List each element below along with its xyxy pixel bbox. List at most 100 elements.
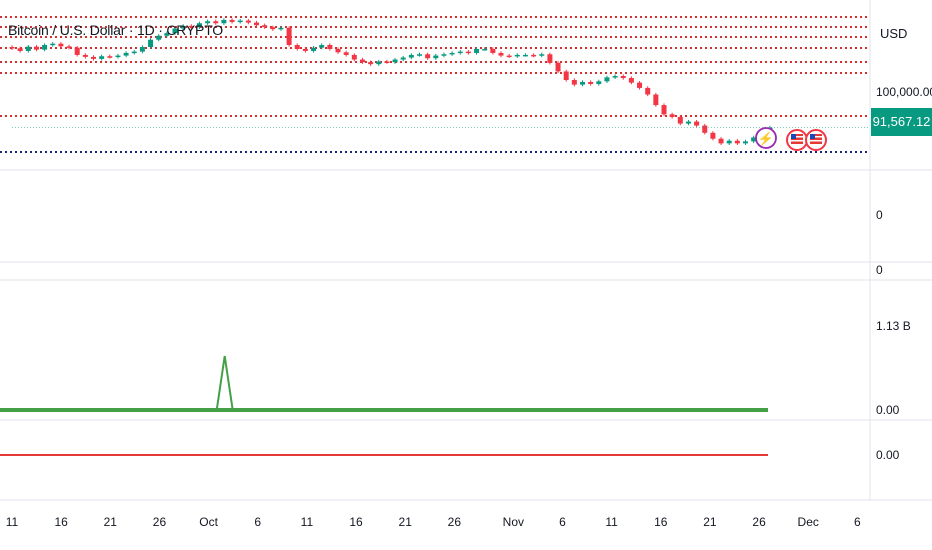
time-axis[interactable]: 11 16 21 26 Oct 6 11 16 21 26 Nov 6 11 16 21 26 Dec 6	[6, 515, 861, 529]
candle	[482, 48, 488, 51]
chart-title: Bitcoin / U.S. Dollar · 1D · CRYPTO	[8, 22, 223, 38]
candle	[156, 35, 162, 40]
time-tick-label: 26	[448, 515, 462, 529]
candle	[74, 47, 80, 55]
candle	[123, 52, 129, 56]
candle	[245, 20, 251, 23]
candle	[645, 87, 651, 95]
candle	[628, 78, 634, 83]
candle	[539, 54, 545, 56]
time-tick-label: 26	[752, 515, 766, 529]
candle	[620, 76, 626, 79]
candle	[196, 23, 202, 28]
candle	[465, 51, 471, 54]
time-tick-label: Oct	[199, 515, 218, 529]
candle	[596, 81, 602, 84]
candle	[311, 47, 317, 51]
candle	[17, 48, 23, 51]
time-tick-label: 26	[153, 515, 167, 529]
candle	[213, 21, 219, 24]
candle	[351, 54, 357, 60]
us-flag-event-icon	[791, 136, 803, 138]
candle	[164, 33, 170, 36]
candle	[278, 27, 284, 30]
candle	[571, 80, 577, 85]
candle	[205, 21, 211, 24]
candle	[131, 51, 137, 54]
candle	[710, 132, 716, 139]
us-flag-event-icon	[791, 140, 803, 142]
currency-label[interactable]: USD	[880, 26, 908, 41]
candle	[107, 56, 113, 58]
volume-indicator-line	[0, 355, 768, 411]
candle	[702, 125, 708, 133]
price-axis[interactable]: 100,000.00 0 0 1.13 B 0.00 0.00	[876, 85, 932, 462]
candle	[743, 141, 748, 144]
candle	[25, 46, 31, 51]
candle	[343, 52, 349, 55]
us-flag-event-icon	[810, 136, 822, 138]
candle	[82, 54, 88, 57]
time-tick-label: 11	[605, 515, 618, 529]
candle	[547, 54, 553, 63]
candle	[99, 56, 105, 59]
candle	[612, 76, 618, 78]
candle	[58, 43, 64, 47]
candle	[474, 48, 480, 53]
candle	[498, 52, 504, 56]
candle	[718, 138, 724, 144]
candle	[302, 48, 308, 51]
candle	[9, 47, 15, 49]
candle	[449, 52, 455, 55]
candle	[319, 45, 325, 48]
time-tick-label: Dec	[798, 515, 819, 529]
candle	[66, 46, 72, 48]
candle	[522, 54, 528, 57]
candle	[294, 45, 300, 49]
candle	[91, 56, 96, 59]
candle	[563, 71, 569, 80]
us-flag-event-icon	[810, 134, 822, 144]
us-flag-event-icon	[791, 134, 796, 139]
candle	[669, 114, 675, 117]
candle	[694, 121, 700, 126]
candle	[580, 81, 585, 85]
candle	[172, 28, 178, 34]
candle	[262, 25, 268, 28]
time-tick-label: 16	[54, 515, 68, 529]
candle	[734, 140, 740, 144]
candle	[677, 116, 683, 124]
candle	[42, 45, 48, 50]
candle	[221, 19, 227, 24]
candle	[384, 61, 390, 64]
candle	[555, 62, 561, 72]
candle	[180, 25, 186, 29]
candle	[425, 54, 431, 59]
candle	[188, 25, 194, 28]
candle	[237, 20, 243, 23]
scale-label: 1.13 B	[876, 319, 911, 333]
candle	[392, 59, 398, 63]
candle	[359, 59, 365, 63]
candle	[327, 45, 333, 49]
us-flag-event-icon	[810, 140, 822, 142]
candle	[604, 77, 610, 82]
candle	[457, 51, 463, 54]
candle	[148, 39, 154, 47]
candle	[661, 105, 667, 115]
indicator-panes	[0, 355, 768, 456]
time-tick-label: 21	[104, 515, 118, 529]
time-tick-label: 6	[254, 515, 261, 529]
scale-label: 0.00	[876, 403, 900, 417]
lightning-event-icon: ⚡	[758, 131, 774, 147]
candle	[417, 54, 422, 56]
time-tick-label: 16	[654, 515, 668, 529]
candle	[270, 27, 276, 30]
candle	[229, 19, 235, 22]
time-tick-label: 21	[703, 515, 717, 529]
scale-label: 100,000.00	[876, 85, 932, 99]
candle	[400, 57, 406, 60]
event-markers[interactable]: ⚡	[755, 127, 827, 151]
grid	[0, 0, 932, 501]
